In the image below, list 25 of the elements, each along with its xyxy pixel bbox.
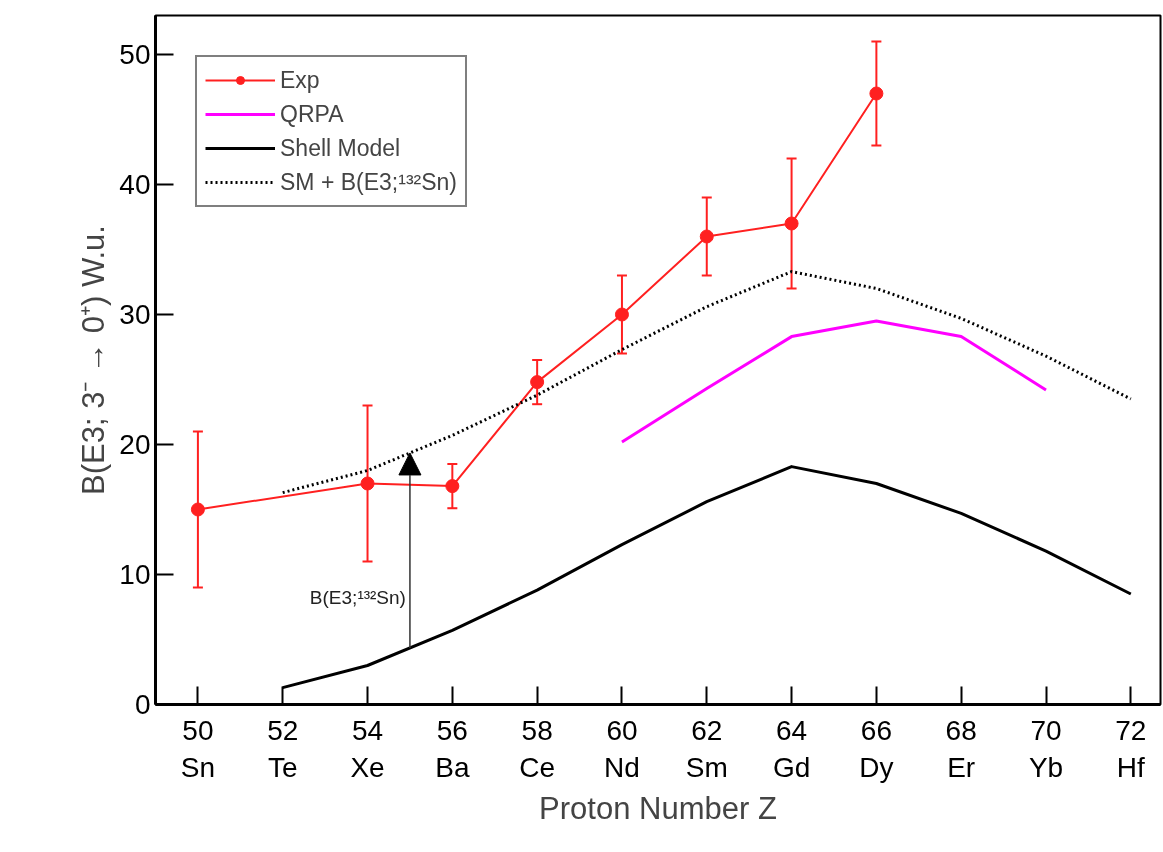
annotation: B(E3;¹³²Sn) (309, 586, 406, 608)
x-axis-title: Proton Number Z (539, 790, 777, 826)
legend-label: SM + B(E3;¹³²Sn) (280, 167, 458, 197)
x-tick-label: 54 Xe (350, 714, 385, 783)
x-tick-label: 68 Er (945, 714, 977, 783)
y-tick-label: 0 (134, 689, 151, 720)
legend-label: QRPA (280, 99, 344, 129)
x-tick-label: 66 Dy (859, 714, 894, 783)
y-tick-label: 50 (119, 39, 151, 70)
legend-label: Exp (280, 65, 320, 95)
x-tick-label: 64 Gd (772, 714, 811, 783)
y-tick-label: 20 (119, 429, 151, 460)
y-tick-label: 10 (119, 559, 151, 590)
y-tick-label: 40 (119, 169, 151, 200)
y-axis-title: B(E3; 3⁻ → 0⁺) W.u. (76, 225, 112, 495)
x-tick-label: 70 Yb (1028, 714, 1064, 783)
x-tick-label: 50 Sn (180, 714, 216, 783)
x-tick-label: 60 Nd (604, 714, 640, 783)
legend-label: Shell Model (280, 133, 401, 163)
x-tick-label: 58 Ce (519, 714, 556, 783)
x-tick-label: 52 Te (267, 714, 299, 783)
y-tick-label: 30 (119, 299, 151, 330)
x-tick-label: 72 Hf (1115, 714, 1147, 783)
x-tick-label: 62 Sm (685, 714, 728, 783)
x-tick-label: 56 Ba (435, 714, 470, 783)
